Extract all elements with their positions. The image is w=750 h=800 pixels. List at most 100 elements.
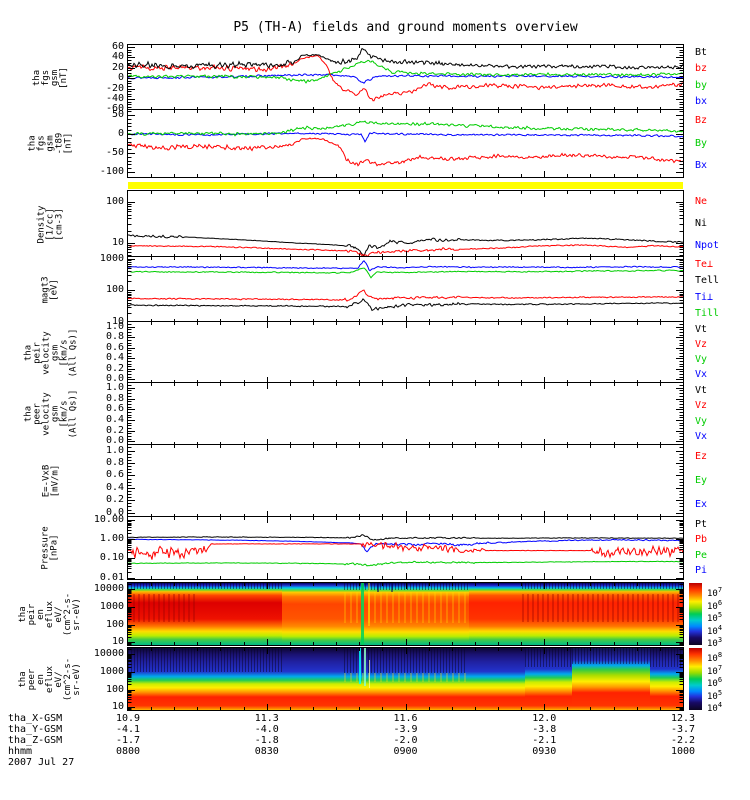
panel-peer_velocity-frame [127, 382, 684, 446]
series-Pt [128, 534, 683, 541]
axis-ticks [128, 648, 683, 710]
panel-peir_eflux-frame [127, 582, 684, 646]
x-axis-value: -1.7 [115, 735, 141, 746]
series-Bt [128, 47, 683, 70]
colorbar-tick-base: 10 [707, 666, 718, 677]
speckle-overlay [522, 594, 683, 623]
colorbar-tick-base: 10 [707, 654, 718, 664]
y-tick-label: 0.4 [105, 413, 124, 425]
panel-density-canvas [128, 191, 683, 257]
y-tick-label: 100 [105, 284, 124, 296]
trace-label-Pi: Pi [695, 565, 708, 577]
x-axis-value: -4.1 [115, 724, 141, 735]
y-tick-label: 0.10 [99, 552, 124, 564]
series-bz [128, 54, 683, 102]
colorbar-tick-base: 10 [707, 704, 718, 714]
y-tick-label: 1.00 [99, 532, 124, 544]
spectrogram-segment [466, 648, 525, 710]
x-axis-value: 11.3 [254, 713, 279, 724]
y-tick-label: 10 [111, 636, 124, 648]
spectrogram-segment [572, 648, 650, 710]
y-tick-label: 0.0 [105, 373, 124, 385]
panel-peir_eflux-canvas [128, 583, 683, 645]
x-axis-value: 0800 [115, 746, 141, 757]
colorbar-tick-exponent: 7 [717, 586, 723, 594]
y-tick-label: 50 [111, 108, 124, 120]
spectrogram-segment [469, 583, 523, 645]
speckle-overlay [649, 648, 683, 667]
colorbar-tick-exponent: 5 [717, 611, 723, 619]
panel-fgs_t89-frame [127, 109, 684, 178]
colorbar-tick-label: 103 [707, 636, 722, 649]
colorbar [689, 583, 702, 645]
disturbance-stripe [368, 660, 370, 689]
speckle-overlay [572, 648, 650, 665]
series-by [128, 59, 683, 84]
colorbar-tick-exponent: 6 [717, 676, 723, 684]
trace-label-Vz: Vz [695, 400, 708, 412]
colorbar-tick-label: 104 [707, 624, 722, 637]
plot-title: P5 (TH-A) fields and ground moments over… [233, 20, 578, 35]
speckle-overlay [128, 594, 198, 623]
trace-label-Bz: Bz [695, 115, 708, 127]
trace-label-Bx: Bx [695, 159, 708, 171]
series-Ti⊥ [128, 260, 683, 272]
panel-fgs_t89-canvas [128, 110, 683, 177]
trace-label-Vz: Vz [695, 338, 708, 350]
series-Ne [128, 244, 683, 257]
y-axis-label-text: Pressure [nPa] [40, 526, 60, 570]
panel-magt3-canvas [128, 257, 683, 322]
trace-label-Vy: Vy [695, 415, 708, 427]
y-tick-label: 0.6 [105, 341, 124, 353]
axis-ticks [128, 583, 683, 645]
y-tick-label: 100 [105, 196, 124, 208]
series-Bz [128, 137, 683, 167]
panel-peer_eflux-canvas [128, 648, 683, 710]
trace-label-Ex: Ex [695, 499, 708, 510]
trace-label-bz: bz [695, 63, 708, 75]
trace-label-Ti⊥: Ti⊥ [695, 291, 714, 303]
x-axis-value: 0930 [532, 746, 557, 757]
date-label: 2007 Jul 27 [8, 757, 75, 768]
colorbar-tick-label: 107 [707, 586, 722, 599]
x-axis-value: 0900 [393, 746, 418, 757]
panel-peir_velocity-frame [127, 321, 684, 384]
y-tick-label: 0 [117, 72, 124, 84]
series-Pe [128, 560, 683, 567]
axis-ticks [128, 517, 683, 579]
speckle-overlay [524, 648, 572, 667]
series-Te⊥ [128, 289, 683, 302]
disturbance-stripe [360, 583, 364, 645]
y-tick-label: 0.0 [105, 506, 124, 518]
y-tick-label: 0.01 [99, 571, 124, 583]
y-axis-label-text: E=-VxB [mV/m] [40, 464, 60, 498]
x-axis-value: -4.0 [254, 724, 279, 735]
y-tick-label: 0.4 [105, 352, 124, 364]
colorbar-tick-base: 10 [707, 639, 718, 649]
colorbar-tick-exponent: 4 [717, 623, 723, 632]
trace-label-by: by [695, 79, 708, 91]
y-tick-label: 10000 [93, 583, 124, 595]
panel-peer_eflux-frame [127, 647, 684, 711]
y-tick-label: 100 [105, 618, 124, 630]
colorbar-tick-base: 10 [707, 589, 718, 599]
y-tick-label: 0.6 [105, 469, 124, 481]
y-axis-label-text: Density [1/cc] [cm-3] [36, 205, 65, 243]
y-tick-label: 10 [111, 236, 124, 248]
x-axis-value: -2.0 [393, 735, 418, 746]
y-tick-label: 0.8 [105, 457, 124, 468]
panel-pressure-frame [127, 516, 684, 580]
y-tick-label: 0.4 [105, 481, 124, 493]
panel-efield-canvas [128, 445, 683, 517]
panel-fgs-frame [127, 44, 684, 111]
series-Ni [128, 234, 683, 257]
speckle-overlay [128, 583, 198, 589]
speckle-overlay [344, 672, 467, 683]
y-axis-label-text: tha fgs gsm [nT] [32, 66, 69, 89]
trace-label-Vx: Vx [695, 431, 708, 443]
trace-label-Pb: Pb [695, 534, 708, 546]
y-tick-label: 1000 [99, 666, 124, 677]
colorbar-tick-exponent: 3 [717, 636, 723, 644]
x-axis-value: 12.0 [532, 713, 557, 724]
